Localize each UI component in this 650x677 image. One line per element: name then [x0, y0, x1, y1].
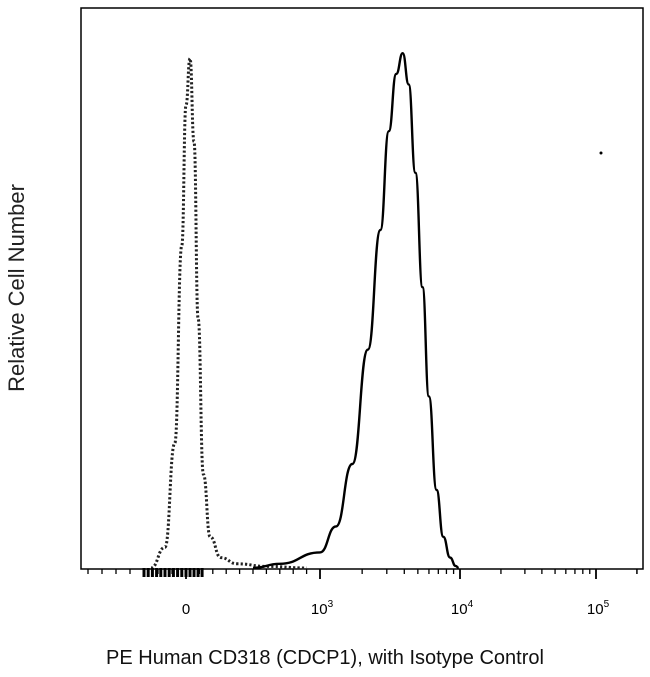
x-axis-title: PE Human CD318 (CDCP1), with Isotype Con… [106, 647, 544, 669]
baseline-event-mark [180, 568, 184, 577]
series-layer [142, 52, 459, 577]
baseline-event-mark [171, 568, 175, 577]
baseline-event-mark [150, 568, 154, 577]
baseline-event-mark [184, 568, 188, 577]
baseline-event-mark [200, 568, 204, 577]
x-major-ticks [185, 569, 597, 579]
y-axis-title: Relative Cell Number [4, 184, 29, 392]
baseline-event-mark [196, 568, 200, 577]
baseline-event-mark [146, 568, 150, 577]
x-tick-labels: 0 103 104 105 [182, 599, 610, 618]
baseline-event-mark [155, 568, 159, 577]
x-tick-label: 104 [451, 599, 474, 618]
baseline-event-mark [176, 568, 180, 577]
baseline-event-mark [163, 568, 167, 577]
stray-event-dot [599, 151, 603, 155]
isotype-control-curve [150, 56, 307, 570]
plot-frame [80, 7, 644, 570]
baseline-event-mark [159, 568, 163, 577]
baseline-event-mark [192, 568, 196, 577]
x-tick-label: 105 [587, 599, 610, 618]
baseline-event-mark [167, 568, 171, 577]
baseline-event-mark [188, 568, 192, 577]
stained-sample-curve [252, 52, 459, 570]
x-tick-label: 0 [182, 601, 190, 618]
x-tick-label: 103 [311, 599, 334, 618]
baseline-event-mark [142, 568, 146, 577]
